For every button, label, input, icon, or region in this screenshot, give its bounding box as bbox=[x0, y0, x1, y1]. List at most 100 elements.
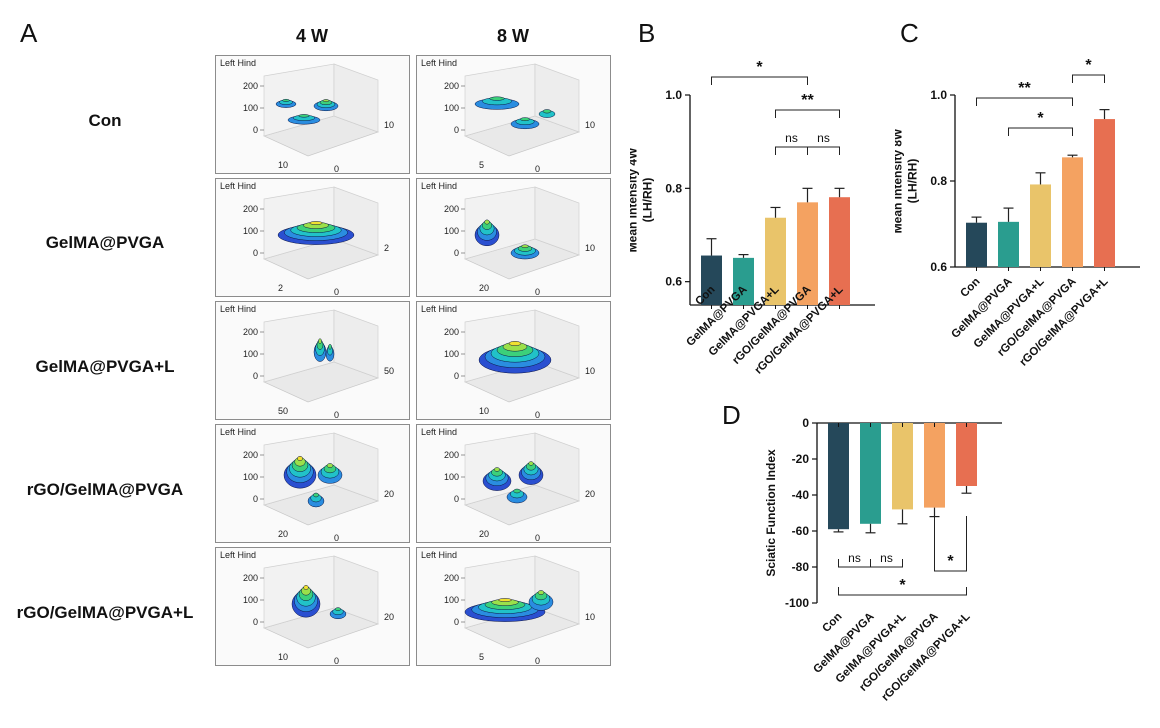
axis-bottom-label: 0 bbox=[535, 164, 540, 174]
axis-right-label: 10 bbox=[384, 120, 394, 130]
significance-bracket bbox=[775, 109, 840, 118]
axis-left-label: 20 bbox=[479, 529, 489, 539]
significance-label: * bbox=[899, 577, 906, 594]
axis-bottom-label: 0 bbox=[535, 656, 540, 666]
plot-title: Left Hind bbox=[220, 427, 257, 437]
y-axis-label: Mean Intensity 8W bbox=[895, 128, 905, 233]
z-tick-label: 200 bbox=[243, 450, 258, 460]
contour-band bbox=[537, 590, 545, 595]
bar bbox=[797, 202, 818, 305]
z-tick-label: 200 bbox=[243, 327, 258, 337]
axis-right-label: 10 bbox=[585, 612, 595, 622]
bar bbox=[828, 423, 849, 530]
axis-right-label: 20 bbox=[384, 612, 394, 622]
y-tick-label: -100 bbox=[785, 596, 809, 610]
bar bbox=[860, 423, 881, 524]
significance-bracket bbox=[976, 97, 1073, 106]
z-tick-label: 200 bbox=[243, 573, 258, 583]
bar bbox=[1094, 119, 1115, 267]
axis-left-label: 5 bbox=[479, 160, 484, 170]
footprint-plot: Left Hind 200 100 0 2 2 0 bbox=[215, 178, 410, 297]
contour-band bbox=[542, 109, 552, 114]
axis-bottom-label: 0 bbox=[334, 533, 339, 543]
bar bbox=[701, 255, 722, 305]
axis-right-label: 20 bbox=[384, 489, 394, 499]
y-tick-label: -60 bbox=[792, 524, 810, 538]
z-tick-label: 200 bbox=[444, 204, 459, 214]
significance-label: ns bbox=[848, 551, 861, 565]
contour-band bbox=[303, 585, 309, 590]
significance-bracket bbox=[775, 146, 808, 155]
bar bbox=[733, 257, 754, 305]
contour-band bbox=[313, 492, 319, 498]
plot-title: Left Hind bbox=[421, 304, 458, 314]
bar bbox=[966, 222, 987, 267]
bar bbox=[892, 423, 913, 510]
z-tick-label: 100 bbox=[444, 472, 459, 482]
significance-bracket bbox=[838, 587, 967, 596]
y-tick-label: 0.6 bbox=[665, 275, 682, 289]
axis-right-label: 10 bbox=[585, 243, 595, 253]
contour-band bbox=[326, 463, 334, 468]
significance-label: ns bbox=[785, 131, 798, 145]
bar bbox=[998, 221, 1019, 267]
z-tick-label: 100 bbox=[243, 103, 258, 113]
significance-label: ns bbox=[817, 131, 830, 145]
row-label-con: Con bbox=[88, 111, 122, 130]
axis-left-label: 20 bbox=[278, 529, 288, 539]
contour-band bbox=[528, 461, 534, 466]
plot-title: Left Hind bbox=[421, 181, 458, 191]
z-tick-label: 100 bbox=[243, 226, 258, 236]
footprint-plot: Left Hind 200 100 0 50 50 0 bbox=[215, 301, 410, 420]
row-label-rgo-gelma-pvga-l: rGO/GelMA@PVGA+L bbox=[16, 603, 194, 622]
contour-band bbox=[489, 96, 505, 101]
x-tick-label: Con bbox=[820, 611, 844, 635]
contour-band bbox=[282, 98, 290, 102]
footprint-plot: Left Hind 200 100 0 20 20 0 bbox=[215, 424, 410, 543]
footprint-plot: Left Hind 200 100 0 20 20 0 bbox=[416, 424, 611, 543]
contour-band bbox=[335, 607, 341, 612]
plot-side-wall bbox=[534, 186, 580, 256]
significance-bracket bbox=[1008, 127, 1073, 136]
significance-label: ns bbox=[880, 551, 893, 565]
axis-left-label: 2 bbox=[278, 283, 283, 293]
chart-d-sciatic-function-index: 0 -20 -40 -60 -80 -100 Sciatic Function Index C… bbox=[764, 416, 1002, 704]
footprint-plot: Left Hind 200 100 0 5 10 0 bbox=[416, 55, 611, 174]
axis-right-label: 50 bbox=[384, 366, 394, 376]
contour-band bbox=[508, 341, 522, 346]
y-tick-label: 0.6 bbox=[930, 260, 947, 274]
z-tick-label: 0 bbox=[253, 494, 258, 504]
y-axis-label: (LH/RH) bbox=[906, 159, 920, 204]
axis-right-label: 10 bbox=[585, 366, 595, 376]
z-tick-label: 200 bbox=[444, 573, 459, 583]
z-tick-label: 0 bbox=[454, 248, 459, 258]
contour-band bbox=[513, 488, 521, 494]
contour-band bbox=[318, 338, 322, 344]
z-tick-label: 200 bbox=[243, 81, 258, 91]
y-axis-label: (LH/RH) bbox=[641, 178, 655, 223]
z-tick-label: 200 bbox=[444, 450, 459, 460]
contour-band bbox=[297, 456, 303, 461]
plot-side-wall bbox=[333, 309, 379, 379]
axis-left-label: 10 bbox=[278, 160, 288, 170]
row-label-rgo-gelma-pvga: rGO/GelMA@PVGA bbox=[26, 480, 184, 499]
significance-bracket bbox=[934, 516, 967, 572]
y-axis-label-group: Mean Intensity 4W(LH/RH) bbox=[630, 147, 655, 252]
axis-left-label: 10 bbox=[479, 406, 489, 416]
z-tick-label: 200 bbox=[444, 81, 459, 91]
z-tick-label: 100 bbox=[243, 595, 258, 605]
column-header-4w: 4 W bbox=[295, 26, 328, 46]
panel-label-b: B bbox=[638, 18, 656, 48]
axis-left-label: 50 bbox=[278, 406, 288, 416]
bar bbox=[765, 217, 786, 305]
significance-label: * bbox=[756, 59, 763, 76]
axis-left-label: 20 bbox=[479, 283, 489, 293]
significance-label: * bbox=[1037, 110, 1044, 127]
y-tick-label: 0.8 bbox=[665, 181, 682, 195]
